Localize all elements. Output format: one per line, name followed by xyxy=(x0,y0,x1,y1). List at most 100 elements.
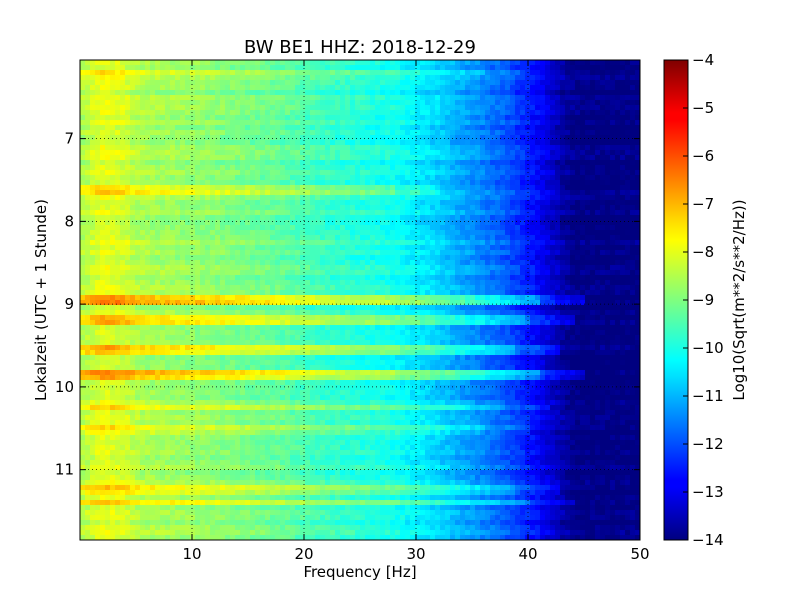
heatmap-cell xyxy=(630,130,636,136)
heatmap-cell xyxy=(535,115,541,121)
heatmap-cell xyxy=(135,185,141,191)
heatmap-cell xyxy=(445,145,451,151)
heatmap-cell xyxy=(610,100,616,106)
heatmap-cell xyxy=(180,85,186,91)
heatmap-cell xyxy=(335,195,341,201)
heatmap-cell xyxy=(270,190,276,196)
heatmap-cell xyxy=(395,275,401,281)
heatmap-cell xyxy=(245,190,251,196)
heatmap-cell xyxy=(310,90,316,96)
heatmap-cell xyxy=(455,100,461,106)
heatmap-cell xyxy=(425,60,431,66)
heatmap-cell xyxy=(505,150,511,156)
heatmap-cell xyxy=(175,95,181,101)
heatmap-cell xyxy=(395,245,401,251)
heatmap-cell xyxy=(110,80,116,86)
heatmap-cell xyxy=(215,255,221,261)
heatmap-cell xyxy=(285,185,291,191)
heatmap-cell xyxy=(270,205,276,211)
heatmap-cell xyxy=(370,170,376,176)
heatmap-cell xyxy=(125,85,131,91)
heatmap-cell xyxy=(175,105,181,111)
heatmap-cell xyxy=(195,130,201,136)
heatmap-cell xyxy=(450,200,456,206)
heatmap-cell xyxy=(100,215,106,221)
heatmap-cell xyxy=(95,240,101,246)
heatmap-cell xyxy=(155,175,161,181)
heatmap-cell xyxy=(110,230,116,236)
heatmap-cell xyxy=(525,235,531,241)
heatmap-cell xyxy=(410,130,416,136)
heatmap-cell xyxy=(110,70,116,76)
heatmap-cell xyxy=(100,180,106,186)
heatmap-cell xyxy=(445,115,451,121)
heatmap-cell xyxy=(205,200,211,206)
heatmap-cell xyxy=(515,110,521,116)
heatmap-cell xyxy=(515,120,521,126)
heatmap-cell xyxy=(255,100,261,106)
heatmap-cell xyxy=(360,95,366,101)
heatmap-cell xyxy=(445,110,451,116)
heatmap-cell xyxy=(555,210,561,216)
heatmap-cell xyxy=(160,65,166,71)
heatmap-cell xyxy=(570,225,576,231)
heatmap-cell xyxy=(510,115,516,121)
heatmap-cell xyxy=(155,110,161,116)
heatmap-cell xyxy=(620,165,626,171)
heatmap-cell xyxy=(320,175,326,181)
heatmap-cell xyxy=(195,175,201,181)
heatmap-cell xyxy=(285,65,291,71)
heatmap-cell xyxy=(245,245,251,251)
heatmap-cell xyxy=(170,95,176,101)
heatmap-cell xyxy=(270,110,276,116)
heatmap-cell xyxy=(185,165,191,171)
heatmap-cell xyxy=(470,150,476,156)
heatmap-cell xyxy=(590,100,596,106)
heatmap-cell xyxy=(625,230,631,236)
heatmap-cell xyxy=(205,180,211,186)
heatmap-cell xyxy=(370,85,376,91)
heatmap-cell xyxy=(630,160,636,166)
heatmap-cell xyxy=(105,265,111,271)
heatmap-cell xyxy=(575,230,581,236)
heatmap-cell xyxy=(290,150,296,156)
heatmap-cell xyxy=(230,210,236,216)
heatmap-cell xyxy=(280,80,286,86)
heatmap-cell xyxy=(215,90,221,96)
heatmap-cell xyxy=(95,265,101,271)
heatmap-cell xyxy=(440,85,446,91)
heatmap-cell xyxy=(255,70,261,76)
heatmap-cell xyxy=(95,75,101,81)
heatmap-cell xyxy=(560,210,566,216)
heatmap-cell xyxy=(510,100,516,106)
heatmap-cell xyxy=(515,170,521,176)
heatmap-cell xyxy=(625,105,631,111)
heatmap-cell xyxy=(515,90,521,96)
heatmap-cell xyxy=(460,235,466,241)
heatmap-cell xyxy=(580,210,586,216)
heatmap-cell xyxy=(155,230,161,236)
heatmap-cell xyxy=(430,195,436,201)
heatmap-cell xyxy=(425,180,431,186)
heatmap-cell xyxy=(225,100,231,106)
heatmap-cell xyxy=(225,110,231,116)
heatmap-cell xyxy=(630,200,636,206)
heatmap-cell xyxy=(585,155,591,161)
heatmap-cell xyxy=(560,265,566,271)
heatmap-cell xyxy=(130,140,136,146)
heatmap-cell xyxy=(340,190,346,196)
heatmap-cell xyxy=(345,260,351,266)
heatmap-cell xyxy=(525,165,531,171)
heatmap-cell xyxy=(555,95,561,101)
heatmap-cell xyxy=(325,150,331,156)
heatmap-cell xyxy=(250,85,256,91)
heatmap-cell xyxy=(490,235,496,241)
heatmap-cell xyxy=(535,200,541,206)
heatmap-cell xyxy=(415,245,421,251)
heatmap-cell xyxy=(255,255,261,261)
heatmap-cell xyxy=(155,65,161,71)
heatmap-cell xyxy=(370,195,376,201)
heatmap-cell xyxy=(285,165,291,171)
heatmap-cell xyxy=(355,120,361,126)
heatmap-cell xyxy=(200,200,206,206)
